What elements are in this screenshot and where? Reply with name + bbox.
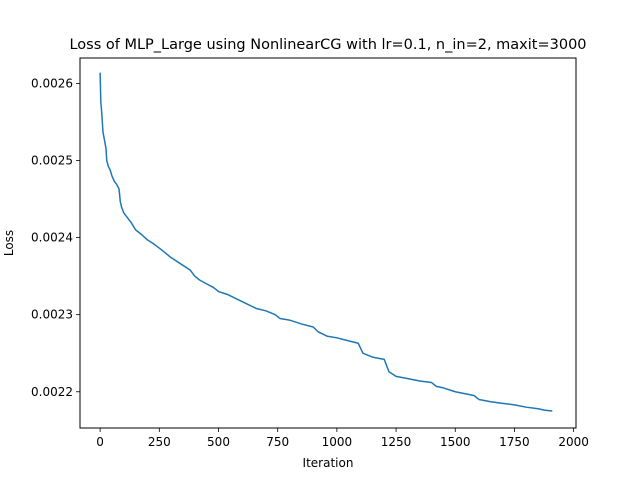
- x-tick-label: 0: [96, 435, 104, 449]
- x-tick-label: 1250: [381, 435, 412, 449]
- y-tick-label: 0.0026: [31, 76, 73, 90]
- x-tick-label: 250: [148, 435, 171, 449]
- loss-series-line: [99, 72, 553, 412]
- chart-title: Loss of MLP_Large using NonlinearCG with…: [69, 37, 586, 53]
- plot-frame: [79, 57, 577, 429]
- y-tick-label: 0.0024: [31, 231, 73, 245]
- x-tick-label: 1500: [440, 435, 471, 449]
- x-tick-label: 1000: [322, 435, 353, 449]
- y-axis-label: Loss: [2, 230, 16, 256]
- x-tick-label: 500: [207, 435, 230, 449]
- x-tick-label: 1750: [499, 435, 530, 449]
- y-tick-label: 0.0022: [31, 385, 73, 399]
- y-tick-label: 0.0023: [31, 308, 73, 322]
- x-tick-label: 750: [266, 435, 289, 449]
- y-tick-label: 0.0025: [31, 154, 73, 168]
- x-tick-label: 2000: [558, 435, 589, 449]
- x-axis-label: Iteration: [303, 456, 354, 470]
